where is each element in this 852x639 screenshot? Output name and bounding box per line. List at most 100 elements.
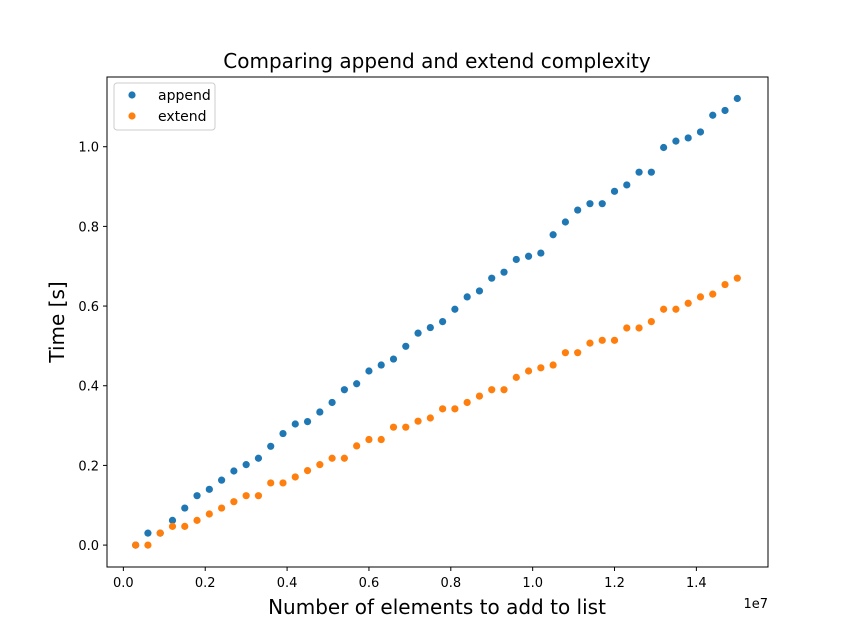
x-tick-label: 0.4 [277,576,298,591]
append-point [439,318,447,326]
append-point [451,305,459,313]
x-tick-label: 0.2 [195,576,216,591]
append-point [181,504,189,512]
extend-point [574,349,582,357]
extend-point [230,498,238,506]
extend-point [610,336,619,344]
extend-point [475,392,484,400]
extend-point [389,423,398,431]
append-point [524,252,533,260]
x-tick-label: 1.0 [522,576,543,591]
extend-point [647,318,655,326]
append-point [500,268,508,276]
extend-point [242,492,250,500]
y-axis: 0.0 0.2 0.4 0.6 0.8 1.0 [78,141,107,554]
extend-point [205,510,213,518]
append-point [586,200,594,208]
extend-point [696,293,705,301]
append-point [353,380,361,388]
extend-point [439,405,447,413]
x-tick-label: 1.4 [686,576,707,591]
append-point [426,323,434,332]
append-point [377,361,385,369]
append-point [291,420,299,428]
append-point [660,143,668,152]
append-point [537,249,545,257]
append-point [733,94,741,103]
extend-point [144,541,152,549]
series-extend [132,274,741,549]
append-point [328,398,336,407]
extend-point [340,454,348,462]
append-point [230,467,238,475]
append-point [512,255,520,264]
extend-point [181,522,189,530]
append-point [463,293,471,301]
append-point [672,137,680,145]
extend-point [635,324,643,332]
append-point [709,111,717,119]
extend-point [426,414,434,422]
extend-point [303,466,312,475]
extend-point [623,324,631,332]
extend-point [316,461,324,469]
append-point [193,492,201,500]
extend-point [561,349,570,357]
append-point [623,181,631,189]
extend-point [524,367,533,375]
append-point [414,329,422,337]
x-tick-label: 0.8 [440,576,461,591]
extend-point [512,373,520,381]
plot-frame [106,76,769,568]
extend-point [193,516,201,524]
legend-marker-append [128,91,136,99]
extend-point [709,290,717,298]
legend-box [113,82,216,131]
append-point [561,218,570,226]
append-point [205,485,213,493]
legend-label-append: append [158,88,211,104]
append-point [549,231,557,239]
extend-point [402,423,410,431]
extend-point [377,435,385,444]
append-point [267,442,275,450]
append-point [696,128,705,136]
extend-point [328,454,336,462]
append-point [316,408,324,416]
extend-point [537,364,545,372]
y-tick-label: 0.2 [78,459,99,474]
append-point [684,134,692,142]
y-tick-label: 1.0 [78,141,99,156]
extend-point [451,405,459,413]
legend-label-extend: extend [158,109,207,125]
y-tick-label: 0.8 [78,220,99,235]
extend-point [672,305,680,313]
x-tick-label: 0.0 [113,576,134,591]
extend-point [488,386,496,394]
append-point [598,200,606,208]
append-point [144,529,152,537]
append-point [279,429,287,438]
append-point [303,417,312,426]
append-point [340,386,348,394]
extend-point [218,504,226,512]
x-tick-label: 0.6 [359,576,380,591]
chart-title: Comparing append and extend complexity [223,49,651,73]
append-point [610,187,619,195]
legend-marker-extend [128,112,136,120]
append-point [389,355,398,363]
extend-point [254,492,263,500]
append-point [488,274,496,282]
extend-point [279,479,287,487]
extend-point [267,479,275,487]
append-point [242,461,250,469]
extend-point [586,339,594,347]
extend-point [721,280,729,289]
extend-point [598,336,606,344]
append-point [574,206,582,214]
extend-point [500,386,508,394]
append-point [254,454,263,462]
append-point [402,342,410,350]
legend: append extend [113,82,216,131]
y-tick-label: 0.4 [78,380,99,395]
